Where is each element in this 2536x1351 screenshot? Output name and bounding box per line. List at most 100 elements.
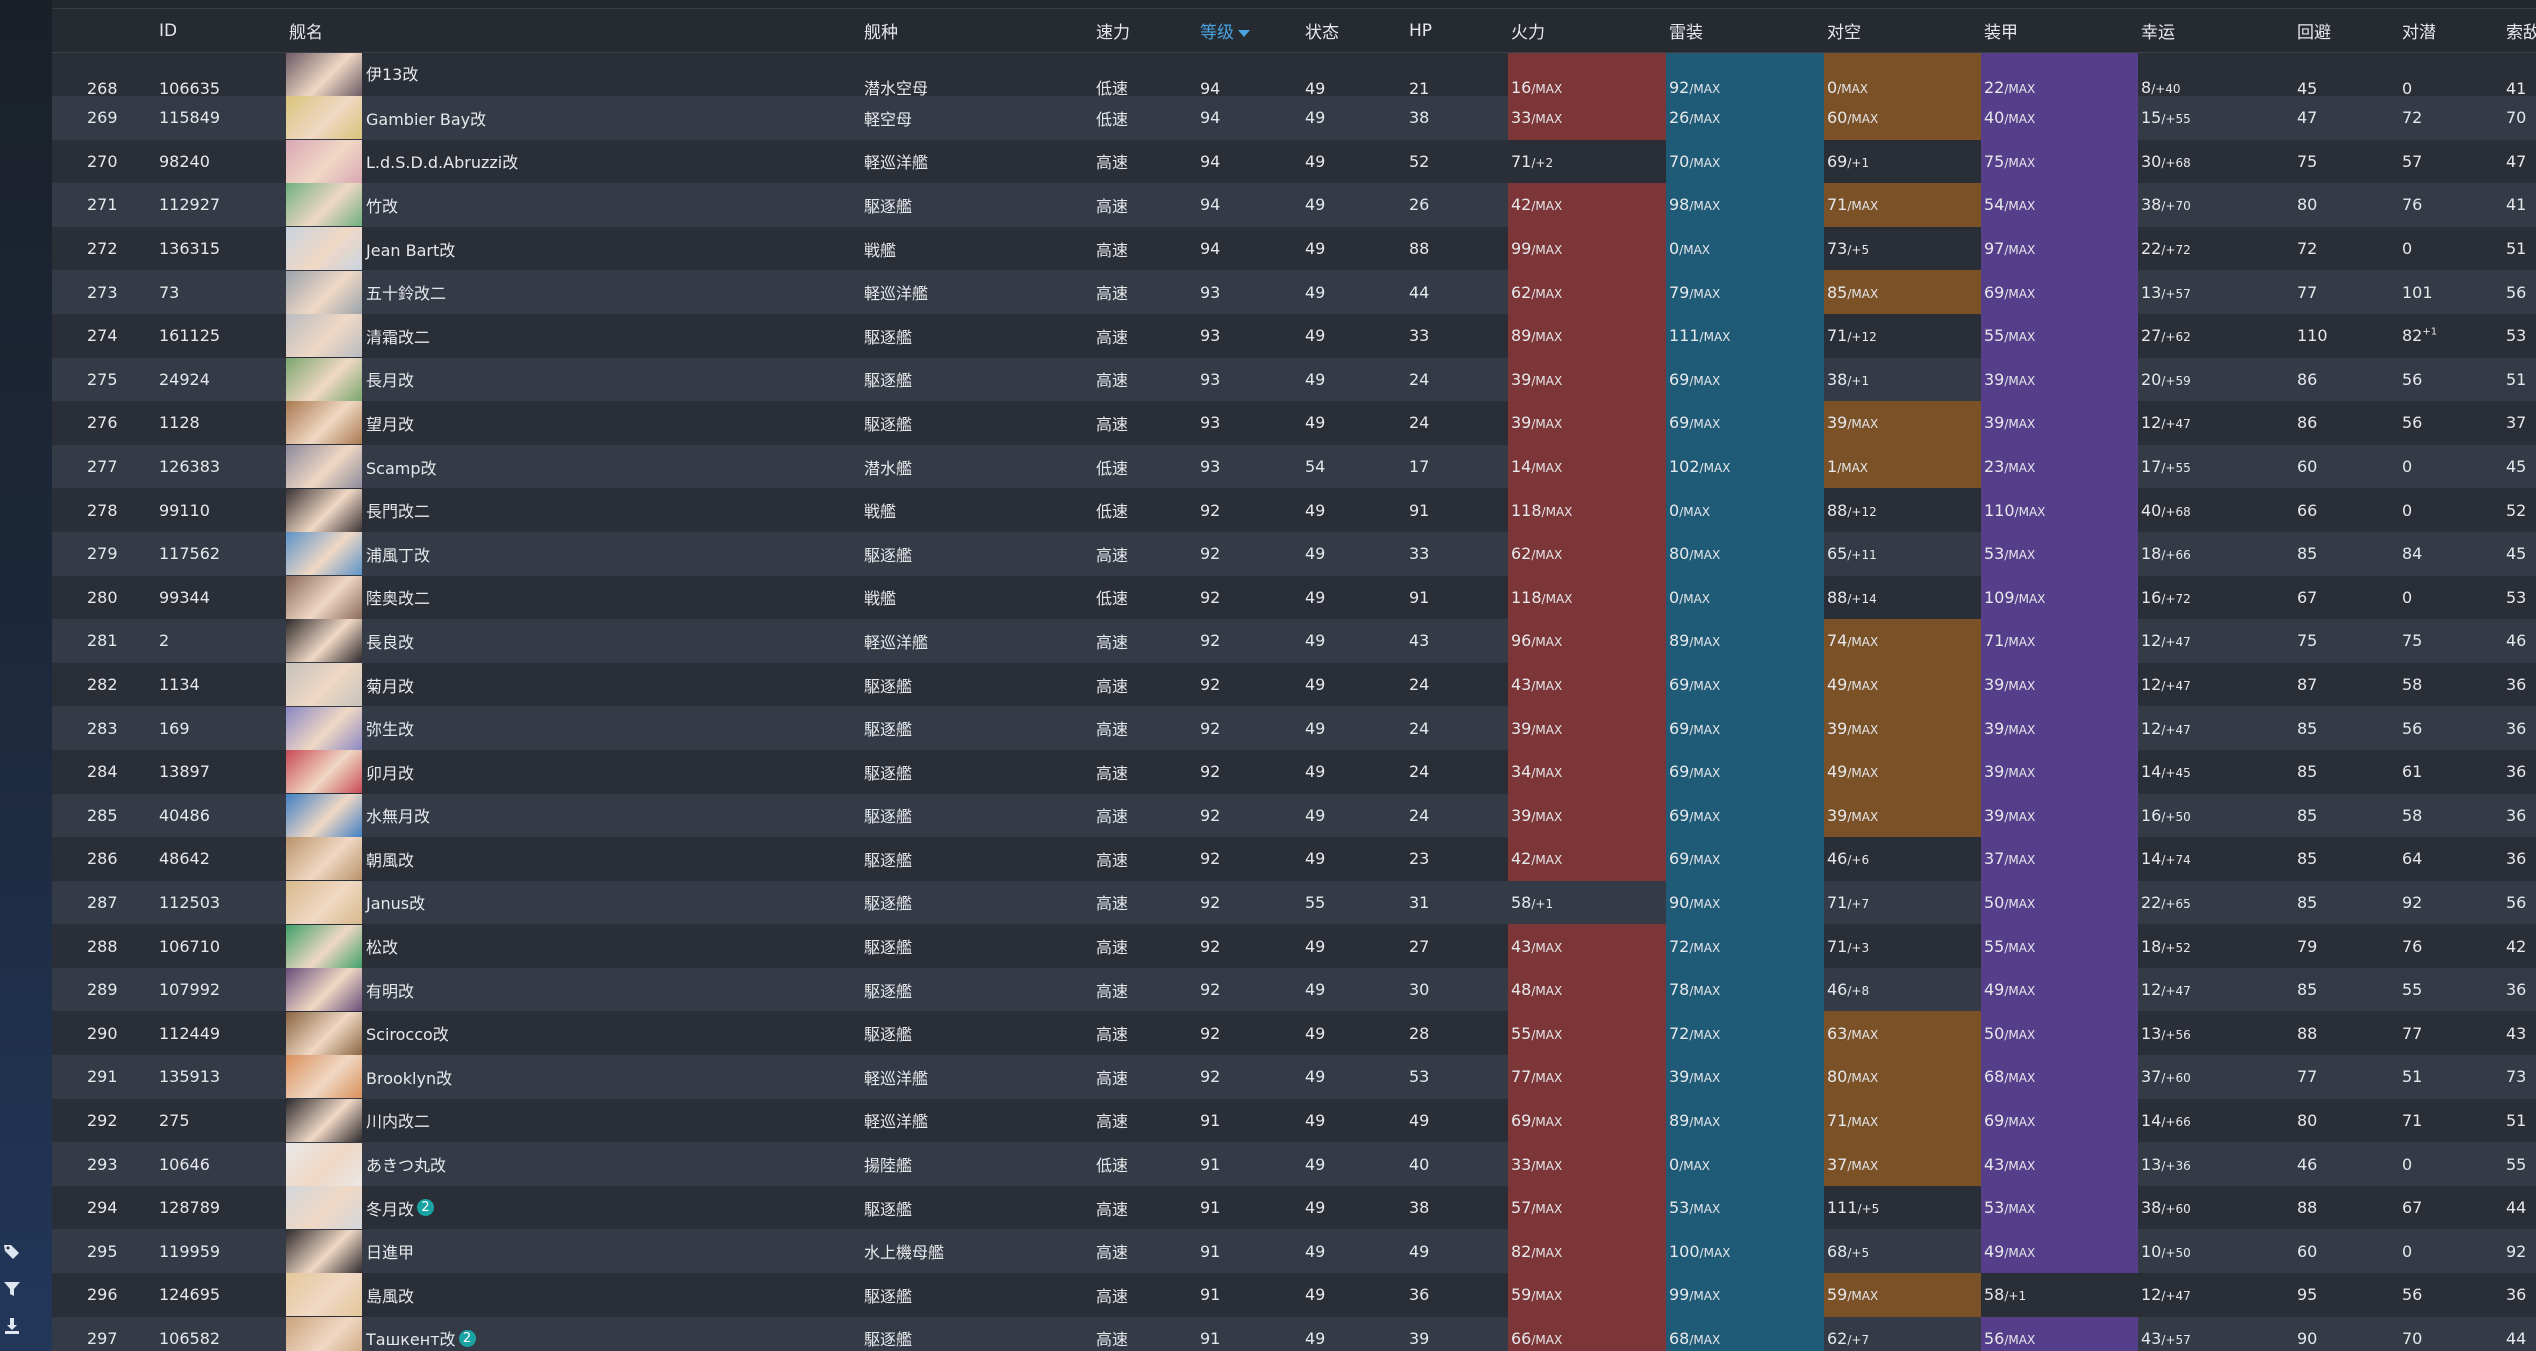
column-header-6[interactable]: 状态 — [1302, 9, 1406, 53]
slash: / — [1689, 853, 1694, 868]
download-icon[interactable] — [0, 1314, 24, 1338]
ship-name: 弥生改 — [366, 720, 415, 740]
filter-icon[interactable] — [0, 1277, 24, 1301]
evasion: 60 — [2297, 1241, 2318, 1261]
column-header-8[interactable]: 火力 — [1508, 9, 1666, 53]
armor-value: 39 — [1984, 369, 2005, 389]
firepower-value: 33 — [1511, 108, 1532, 128]
column-header-12[interactable]: 幸运 — [2138, 9, 2294, 53]
table-row[interactable]: 290 112449 Scirocco改 駆逐艦 高速 92 49 28 55/MAX 72/MA… — [52, 1011, 2536, 1056]
table-row[interactable]: 283 169 弥生改 駆逐艦 高速 92 49 24 39/MAX 69/MAX 39/MAX 39… — [52, 706, 2536, 750]
main-area: ID 舰名 舰种 速力 等级 状态 HP 火力 雷装 对空 装甲 幸运 回避 对潜 索敌 268 106635… — [52, 0, 2536, 1351]
luck-suffix: +60 — [2165, 1071, 2191, 1086]
torpedo: 69/MAX — [1666, 837, 1824, 881]
ship-level: 92 — [1200, 1023, 1221, 1043]
slash: / — [1531, 82, 1536, 96]
torpedo: 90/MAX — [1666, 880, 1824, 925]
ship-name: 伊13改 — [366, 64, 419, 84]
anti-air: 69/+1 — [1824, 140, 1981, 184]
torpedo: 99/MAX — [1666, 1273, 1824, 1317]
ship-name: 水無月改 — [366, 807, 431, 827]
table-row[interactable]: 269 115849 Gambier Bay改 軽空母 低速 94 49 38 33/MAX 26… — [52, 96, 2536, 140]
column-header-2[interactable]: 舰名 — [286, 9, 861, 53]
column-header-14[interactable]: 对潜 — [2399, 9, 2503, 53]
ship-name: Gambier Bay改 — [366, 109, 487, 129]
column-header-0[interactable] — [52, 9, 156, 53]
column-header-9[interactable]: 雷装 — [1666, 9, 1824, 53]
table-row[interactable]: 287 112503 Janus改 駆逐艦 高速 92 55 31 58/+1 90/MAX 71/… — [52, 880, 2536, 925]
column-header-10[interactable]: 对空 — [1824, 9, 1981, 53]
table-row[interactable]: 279 117562 浦風丁改 駆逐艦 高速 92 49 33 62/MAX 80/MAX 65/+… — [52, 531, 2536, 576]
slash: / — [1689, 984, 1694, 999]
row-number: 268 — [87, 79, 118, 96]
table-row[interactable]: 285 40486 水無月改 駆逐艦 高速 92 49 24 39/MAX 69/MAX 39/MA… — [52, 793, 2536, 838]
torpedo-value: 80 — [1669, 544, 1690, 564]
column-header-5[interactable]: 等级 — [1197, 9, 1302, 53]
firepower: 118/MAX — [1508, 575, 1666, 620]
table-row[interactable]: 294 128789 冬月改 2 駆逐艦 高速 91 49 38 57/MAX 53/MAX 111/… — [52, 1185, 2536, 1230]
table-row[interactable]: 280 99344 陸奥改二 戦艦 低速 92 49 91 118/MAX 0/MAX 88/+14… — [52, 575, 2536, 620]
torpedo-value: 39 — [1669, 1067, 1690, 1087]
slash: / — [1847, 373, 1852, 388]
ship-id: 112449 — [159, 1023, 221, 1043]
firepower-suffix: MAX — [1535, 679, 1563, 694]
table-row[interactable]: 275 24924 長月改 駆逐艦 高速 93 49 24 39/MAX 69/MAX 38/+1 3… — [52, 357, 2536, 402]
luck: 15/+55 — [2138, 96, 2294, 140]
armor: 43/MAX — [1981, 1142, 2138, 1186]
luck: 40/+68 — [2138, 488, 2294, 532]
table-row[interactable]: 282 1134 菊月改 駆逐艦 高速 92 49 24 43/MAX 69/MAX 49/MAX 3… — [52, 662, 2536, 707]
table-row[interactable]: 286 48642 朝風改 駆逐艦 高速 92 49 23 42/MAX 69/MAX 46/+6 3… — [52, 837, 2536, 881]
luck-suffix: +47 — [2165, 984, 2191, 999]
table-row[interactable]: 295 119959 日進甲 水上機母艦 高速 91 49 49 82/MAX 100/MAX 68… — [52, 1229, 2536, 1274]
firepower-value: 69 — [1511, 1110, 1532, 1130]
column-header-13[interactable]: 回避 — [2294, 9, 2399, 53]
anti-air-suffix: MAX — [1851, 635, 1879, 650]
slash: / — [1689, 155, 1694, 170]
slash: / — [2161, 199, 2166, 214]
table-row[interactable]: 273 73 五十鈴改二 軽巡洋艦 高速 93 49 44 62/MAX 79/MAX 85/MAX… — [52, 270, 2536, 314]
table-row[interactable]: 281 2 長良改 軽巡洋艦 高速 92 49 43 96/MAX 89/MAX 74/MAX 71/… — [52, 619, 2536, 663]
armor-suffix: MAX — [2008, 1332, 2036, 1347]
column-header-4[interactable]: 速力 — [1093, 9, 1197, 53]
firepower: 62/MAX — [1508, 531, 1666, 576]
column-header-3[interactable]: 舰种 — [861, 9, 1093, 53]
table-row[interactable]: 291 135913 Brooklyn改 軽巡洋艦 高速 92 49 53 77/MAX 39/M… — [52, 1055, 2536, 1099]
table-row[interactable]: 276 1128 望月改 駆逐艦 高速 93 49 24 39/MAX 69/MAX 39/MAX 3… — [52, 401, 2536, 445]
armor-suffix: MAX — [2008, 330, 2036, 345]
column-header-11[interactable]: 装甲 — [1981, 9, 2138, 53]
ship-name-cell: 水無月改 — [286, 793, 861, 838]
evasion: 87 — [2297, 675, 2318, 695]
armor: 22/MAX — [1981, 52, 2138, 96]
table-row[interactable]: 277 126383 Scamp改 潜水艦 低速 93 54 17 14/MAX 102/MAX 1… — [52, 444, 2536, 489]
table-row[interactable]: 293 10646 あきつ丸改 揚陸艦 低速 91 49 40 33/MAX 0/MAX 37/MA… — [52, 1142, 2536, 1186]
anti-submarine: 72 — [2402, 108, 2423, 128]
torpedo: 92/MAX — [1666, 52, 1824, 96]
luck-value: 14 — [2141, 762, 2162, 782]
table-row[interactable]: 289 107992 有明改 駆逐艦 高速 92 49 30 48/MAX 78/MAX 46/+8… — [52, 967, 2536, 1012]
slash: / — [2004, 373, 2009, 388]
ship-condition: 49 — [1305, 805, 1326, 825]
remodel-badge: 2 — [417, 1199, 435, 1217]
table-row[interactable]: 272 136315 Jean Bart改 戦艦 高速 94 49 88 99/MAX 0/MAX… — [52, 226, 2536, 271]
table-row[interactable]: 284 13897 卯月改 駆逐艦 高速 92 49 24 34/MAX 69/MAX 49/MAX… — [52, 749, 2536, 794]
table-row[interactable]: 297 106582 Ташкент改 2 駆逐艦 高速 91 49 39 66/MAX 68/MA… — [52, 1316, 2536, 1351]
table-row[interactable]: 271 112927 竹改 駆逐艦 高速 94 49 26 42/MAX 98/MAX 71/MAX… — [52, 183, 2536, 227]
table-row[interactable]: 288 106710 松改 駆逐艦 高速 92 49 27 43/MAX 72/MAX 71/+3 5… — [52, 924, 2536, 968]
column-header-7[interactable]: HP — [1406, 9, 1508, 53]
ship-type: 駆逐艦 — [864, 545, 913, 565]
row-number: 296 — [87, 1285, 118, 1305]
firepower-suffix: +2 — [1535, 155, 1554, 170]
ship-speed: 高速 — [1096, 632, 1129, 652]
table-row[interactable]: 268 106635 伊13改 潜水空母 低速 94 49 21 16/MAX 92/MAX 0/M… — [52, 52, 2536, 96]
evasion: 110 — [2297, 326, 2328, 346]
tag-icon[interactable] — [0, 1240, 24, 1264]
table-row[interactable]: 270 98240 L.d.S.D.d.Abruzzi改 軽巡洋艦 高速 94 49 52 71… — [52, 139, 2536, 184]
table-row[interactable]: 296 124695 島風改 駆逐艦 高速 91 49 36 59/MAX 99/MAX 59/MA… — [52, 1273, 2536, 1317]
column-header-15[interactable]: 索敌 — [2503, 9, 2536, 53]
column-header-1[interactable]: ID — [156, 9, 286, 53]
table-row[interactable]: 278 99110 長門改二 戦艦 低速 92 49 91 118/MAX 0/MAX 88/+12… — [52, 488, 2536, 532]
table-row[interactable]: 274 161125 清霜改二 駆逐艦 高速 93 49 33 89/MAX 111/MAX 71/… — [52, 313, 2536, 358]
ship-avatar — [286, 1316, 362, 1351]
table-row[interactable]: 292 275 川内改二 軽巡洋艦 高速 91 49 49 69/MAX 89/MAX 71/MAX… — [52, 1098, 2536, 1143]
armor-value: 50 — [1984, 1023, 2005, 1043]
